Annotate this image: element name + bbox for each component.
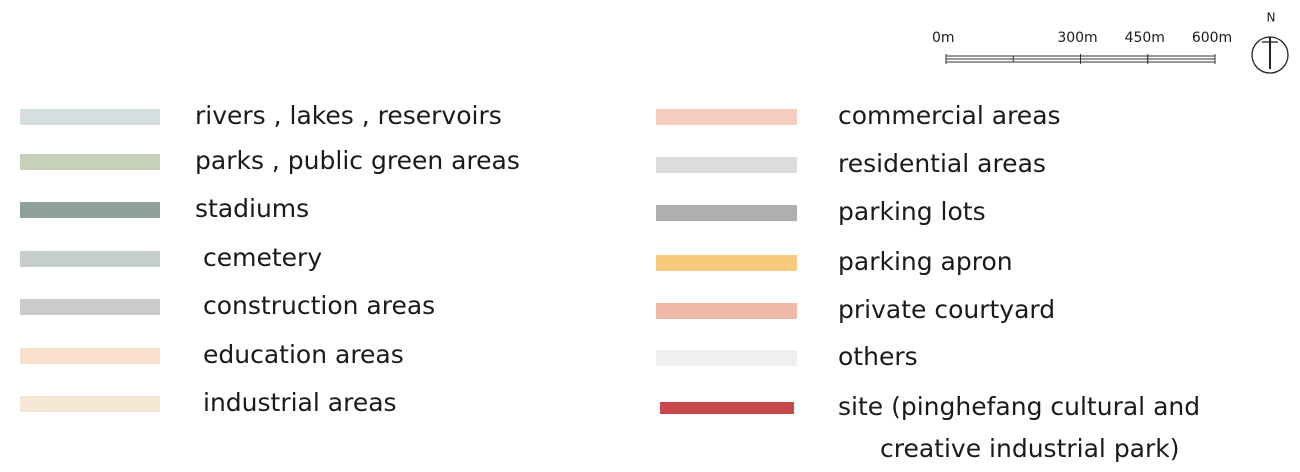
legend-label: others xyxy=(838,342,918,371)
legend-swatch xyxy=(20,396,160,412)
legend-swatch xyxy=(20,154,160,170)
scale-label: 0m xyxy=(932,30,955,46)
legend-label: construction areas xyxy=(203,291,435,320)
legend-label: rivers , lakes , reservoirs xyxy=(195,101,502,130)
legend-swatch xyxy=(656,255,797,271)
legend-label: commercial areas xyxy=(838,101,1061,130)
scale-label: 600m xyxy=(1192,30,1232,46)
legend-label: residential areas xyxy=(838,149,1046,178)
legend-swatch xyxy=(20,109,160,125)
north-arrow: N xyxy=(1251,11,1289,74)
legend-swatch xyxy=(20,202,160,218)
scale-label: 300m xyxy=(1057,30,1097,46)
legend-swatch xyxy=(20,251,160,267)
legend-swatch xyxy=(660,402,794,414)
scale-label: 450m xyxy=(1125,30,1165,46)
legend-label: stadiums xyxy=(195,194,309,223)
legend-label: creative industrial park) xyxy=(880,434,1180,463)
legend-swatch xyxy=(656,350,797,366)
legend-swatch xyxy=(656,109,797,125)
legend-label: parking lots xyxy=(838,197,986,226)
legend-label: site (pinghefang cultural and xyxy=(838,392,1200,421)
legend-swatch xyxy=(656,303,797,319)
legend-label: industrial areas xyxy=(203,388,397,417)
legend-label: parks , public green areas xyxy=(195,146,520,175)
legend-label: cemetery xyxy=(203,243,322,272)
legend-swatch xyxy=(20,299,160,315)
north-label: N xyxy=(1267,11,1276,25)
legend-swatch xyxy=(20,348,160,364)
legend-swatch xyxy=(656,205,797,221)
legend-label: private courtyard xyxy=(838,295,1055,324)
legend-swatch xyxy=(656,157,797,173)
legend-label: parking apron xyxy=(838,247,1013,276)
legend-label: education areas xyxy=(203,340,404,369)
